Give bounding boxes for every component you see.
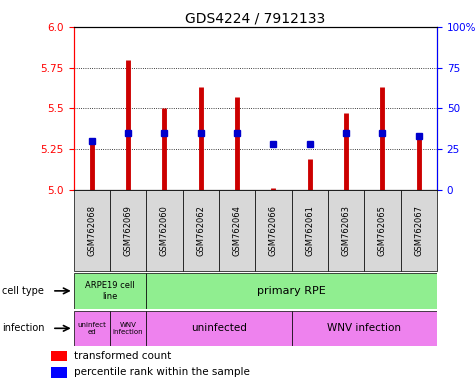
Text: infection: infection xyxy=(2,323,45,333)
Text: GSM762063: GSM762063 xyxy=(342,205,351,256)
Text: GSM762065: GSM762065 xyxy=(378,205,387,256)
FancyBboxPatch shape xyxy=(256,190,292,271)
Text: transformed count: transformed count xyxy=(74,351,171,361)
Text: ARPE19 cell
line: ARPE19 cell line xyxy=(85,281,135,301)
Text: primary RPE: primary RPE xyxy=(257,286,326,296)
Bar xyxy=(51,367,66,377)
FancyBboxPatch shape xyxy=(328,190,364,271)
FancyBboxPatch shape xyxy=(110,190,146,271)
Text: GSM762061: GSM762061 xyxy=(305,205,314,256)
FancyBboxPatch shape xyxy=(146,190,182,271)
FancyBboxPatch shape xyxy=(146,273,437,309)
Text: uninfect
ed: uninfect ed xyxy=(77,322,106,335)
FancyBboxPatch shape xyxy=(400,190,437,271)
Text: WNV infection: WNV infection xyxy=(327,323,401,333)
FancyBboxPatch shape xyxy=(182,190,219,271)
Text: GSM762068: GSM762068 xyxy=(87,205,96,256)
Text: GSM762069: GSM762069 xyxy=(124,205,133,256)
Text: GSM762067: GSM762067 xyxy=(414,205,423,256)
FancyBboxPatch shape xyxy=(74,190,110,271)
Text: GSM762062: GSM762062 xyxy=(196,205,205,256)
Text: GSM762066: GSM762066 xyxy=(269,205,278,256)
Bar xyxy=(51,351,66,361)
Title: GDS4224 / 7912133: GDS4224 / 7912133 xyxy=(185,12,325,26)
Text: GSM762060: GSM762060 xyxy=(160,205,169,256)
Text: percentile rank within the sample: percentile rank within the sample xyxy=(74,367,250,377)
Text: cell type: cell type xyxy=(2,286,44,296)
FancyBboxPatch shape xyxy=(74,273,146,309)
FancyBboxPatch shape xyxy=(219,190,256,271)
Text: WNV
infection: WNV infection xyxy=(113,322,143,335)
FancyBboxPatch shape xyxy=(292,311,437,346)
FancyBboxPatch shape xyxy=(110,311,146,346)
FancyBboxPatch shape xyxy=(146,311,292,346)
FancyBboxPatch shape xyxy=(292,190,328,271)
Text: uninfected: uninfected xyxy=(191,323,247,333)
FancyBboxPatch shape xyxy=(364,190,400,271)
Text: GSM762064: GSM762064 xyxy=(233,205,242,256)
FancyBboxPatch shape xyxy=(74,311,110,346)
